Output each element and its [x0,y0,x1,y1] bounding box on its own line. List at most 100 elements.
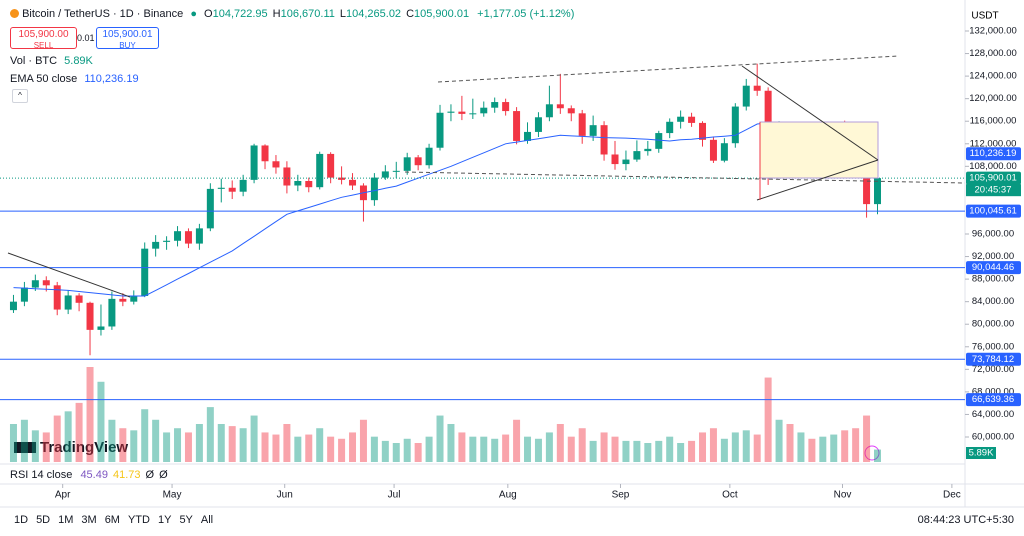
candle-body [469,113,477,115]
volume-bar [458,432,466,462]
volume-bar [447,424,455,462]
range-button[interactable]: 1D [14,514,29,526]
candle-body [677,116,685,122]
candle-body [272,161,280,168]
x-tick-label: May [163,490,182,501]
ema-layer [13,121,878,297]
price-label: 73,784.12 [972,354,1014,365]
candle-body [436,112,444,148]
candle-body [163,240,171,242]
volume-bar [425,436,433,462]
range-button[interactable]: 6M [104,514,120,526]
candle-body [764,90,772,138]
candle-body [119,298,127,302]
volume-bar [206,407,214,462]
candle-body [283,167,291,186]
volume-bar [370,436,378,462]
volume-bar [513,419,521,462]
volume-bar [20,419,28,462]
volume-bar [611,436,619,462]
buy-label: BUY [119,41,136,50]
candle-body [589,125,597,136]
range-button[interactable]: 5D [36,514,51,526]
candle-body [403,157,411,171]
volume-bar [152,419,160,462]
x-tick-label: Jul [388,490,401,501]
trend-line [756,159,879,201]
candle-body [42,280,50,286]
range-button[interactable]: 5Y [179,514,193,526]
y-tick-label: 108,000.00 [969,161,1017,172]
y-tick-label: 116,000.00 [970,116,1017,127]
candle-body [174,231,182,241]
candle-body [184,231,192,244]
volume-bar [677,443,685,462]
volume-bar [283,424,291,462]
range-button[interactable]: 3M [81,514,97,526]
volume-bar [250,415,258,462]
range-bar: 1D 5D 1M 3M 6M YTD 1Y 5Y All [14,514,221,526]
price-label-bg [966,147,1021,161]
range-button[interactable]: YTD [127,514,150,526]
y-tick-label: 120,000.00 [969,93,1017,104]
candle-body [731,106,739,144]
volume-bar [403,438,411,462]
y-tick-label: 88,000.00 [972,274,1014,285]
buy-button[interactable]: 105,900.01 BUY [96,27,159,50]
price-label: 100,045.61 [969,206,1017,217]
ohlc-key: O [204,8,213,20]
volume-bar [349,432,357,462]
volume-bar [338,438,346,462]
volume-bar [688,440,696,462]
range-button[interactable]: All [200,514,214,526]
rsi-value: Ø [159,469,168,481]
candle-body [349,179,357,186]
price-label: 66,639.36 [972,394,1014,405]
volume-axis-label: 5.89K [969,448,994,459]
range-button[interactable]: 1Y [157,514,172,526]
x-tick-label: Apr [55,490,71,501]
drawings [7,55,966,298]
volume-bar [195,424,203,462]
volume-bar [720,438,728,462]
candle-body [195,228,203,244]
range-button[interactable]: 1M [58,514,74,526]
candle-body [381,171,389,178]
volume-bar [556,424,564,462]
volume-bar [359,419,367,462]
candle-body [97,326,105,330]
range-box [759,121,879,179]
candle-body [709,139,717,161]
candle-body [228,187,236,192]
candle-body [9,301,17,311]
logo: TradingView [14,439,128,456]
volume-bar [786,424,794,462]
volume-bar [480,436,488,462]
candle-body [655,133,663,149]
volume-value: 5.89K [64,55,93,67]
change: +1,177.05 (+1.12%) [477,8,575,20]
volume-bar [228,426,236,462]
alert-icon[interactable] [864,445,880,461]
candle-body [206,188,214,229]
sell-price: 105,900.00 [18,29,69,40]
currency[interactable]: USDT [971,11,998,22]
collapse-button[interactable]: ^ [12,89,28,103]
candle-body [666,121,674,134]
volume-bar [797,432,805,462]
candle-body [545,104,553,118]
ohlc-key: L [339,8,346,20]
y-tick-label: 124,000.00 [969,71,1017,82]
sell-button[interactable]: 105,900.00 SELL [10,27,77,50]
price-label-bg [966,352,1021,366]
volume-bar [578,428,586,462]
volume-bar [852,428,860,462]
rsi-legend: RSI 14 close 45.49 41.73 Ø Ø [10,469,168,481]
candle-body [699,122,707,140]
volume-bar [731,432,739,462]
symbol[interactable]: Bitcoin / TetherUS · 1D · Binance [22,8,184,20]
volume-bar [64,411,72,462]
y-tick-label: 84,000.00 [972,296,1014,307]
